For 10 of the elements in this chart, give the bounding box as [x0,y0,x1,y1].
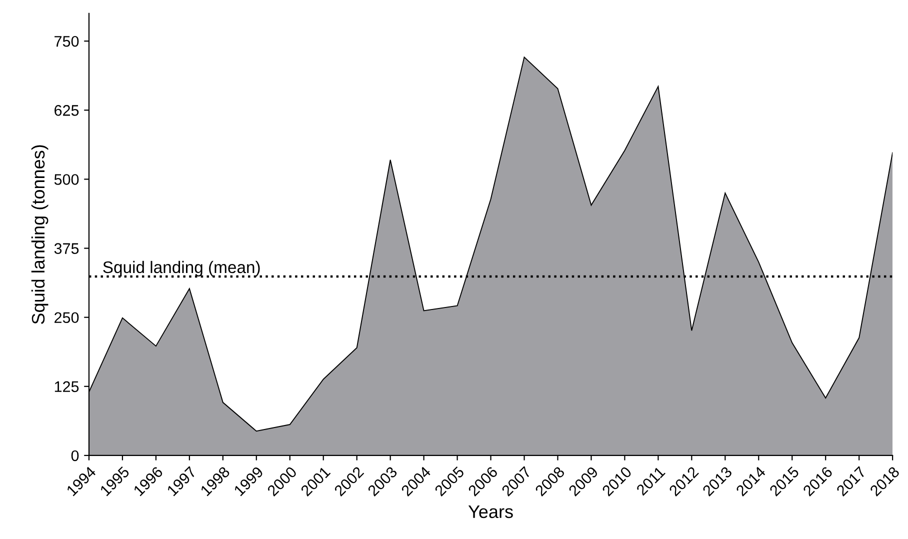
y-tick-label: 375 [54,243,79,254]
y-axis-title: Squid landing (tonnes) [31,145,48,324]
y-tick-label: 625 [54,105,79,116]
ref-line-label: Squid landing (mean) [103,260,260,276]
x-axis-title: Years [468,505,513,518]
y-tick-label: 750 [54,36,79,47]
y-tick-label: 0 [71,450,79,462]
y-tick-label: 500 [54,174,79,185]
y-tick-label: 125 [54,381,79,392]
y-tick-label: 250 [54,312,79,324]
